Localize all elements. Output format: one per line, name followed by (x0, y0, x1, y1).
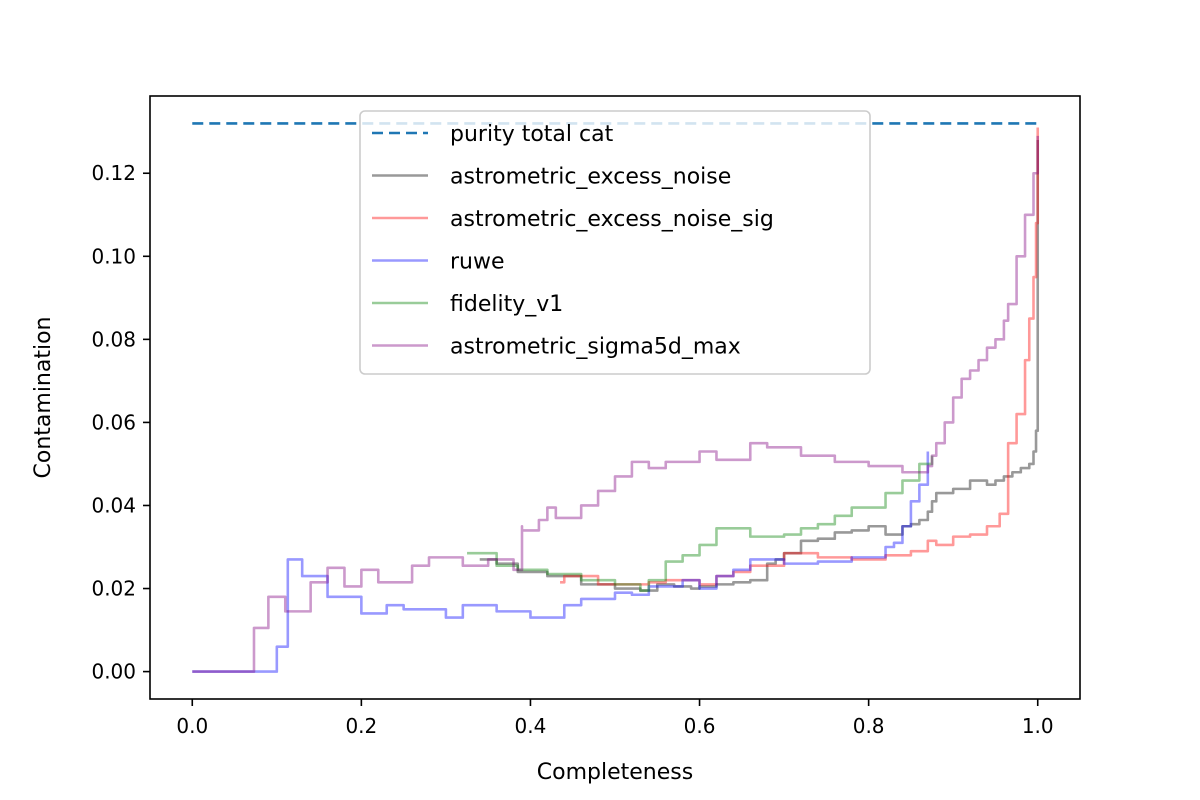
legend-label: astrometric_excess_noise (450, 165, 731, 190)
y-tick-label: 0.04 (91, 493, 136, 517)
y-tick-label: 0.00 (91, 660, 136, 684)
series-layer (192, 122, 1040, 673)
y-tick-label: 0.10 (91, 244, 136, 268)
legend-label: astrometric_sigma5d_max (450, 335, 741, 360)
axes-frame (149, 95, 1081, 700)
legend-label: astrometric_excess_noise_sig (450, 207, 774, 232)
legend-label: purity total cat (450, 122, 614, 147)
y-tick-label: 0.12 (91, 161, 136, 185)
legend: purity total cat astrometric_excess_noise… (359, 110, 871, 375)
x-tick-label: 0.4 (515, 714, 547, 738)
y-tick-label: 0.06 (91, 410, 136, 434)
x-tick-label: 0.6 (684, 714, 716, 738)
x-tick-label: 0.0 (176, 714, 208, 738)
y-axis-label: Contamination (31, 317, 56, 479)
y-tick-label: 0.02 (91, 577, 136, 601)
legend-label: ruwe (450, 250, 505, 275)
series-line-3 (192, 451, 930, 673)
legend-label: fidelity_v1 (450, 292, 563, 317)
x-tick-label: 1.0 (1022, 714, 1054, 738)
ticks-layer: 0.0 0.2 0.4 0.6 0.8 1.0 0.00 0.02 0.04 0.06 0.08 0.… (91, 161, 1053, 738)
series-line-2 (560, 127, 1040, 586)
series-line-4 (467, 455, 934, 592)
y-tick-label: 0.08 (91, 327, 136, 351)
series-line-5 (192, 135, 1040, 673)
x-tick-label: 0.8 (853, 714, 885, 738)
legend-box (359, 110, 871, 375)
x-tick-label: 0.2 (345, 714, 377, 738)
series-line-1 (479, 140, 1040, 592)
x-axis-label: Completeness (537, 760, 693, 785)
